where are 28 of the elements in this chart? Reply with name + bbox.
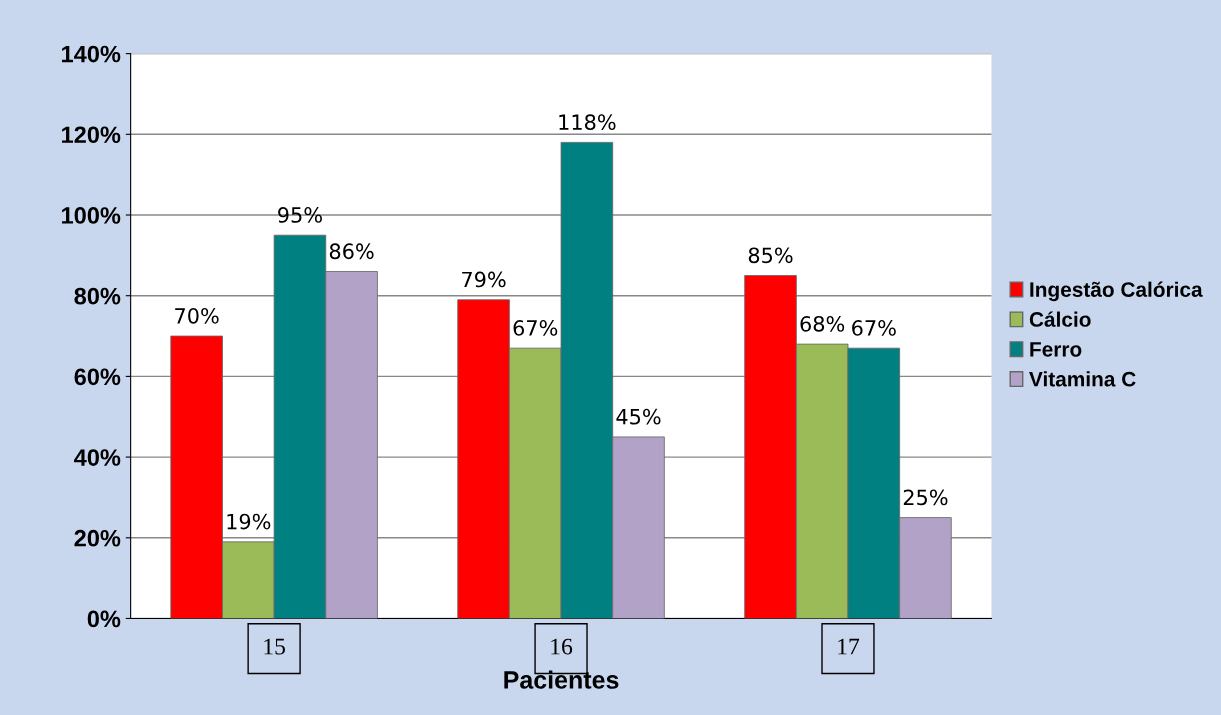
x-tick-label: 16 xyxy=(551,638,573,655)
legend-label: Ferro xyxy=(1030,342,1082,357)
y-tick-label: 80% xyxy=(74,287,121,305)
y-tick-label: 0% xyxy=(87,610,121,628)
data-label: 67% xyxy=(852,320,896,336)
x-tick-label: 17 xyxy=(838,638,860,655)
data-label: 19% xyxy=(227,513,271,530)
legend-label: Cálcio xyxy=(1029,311,1091,327)
y-tick-label: 100% xyxy=(62,207,121,224)
y-tick-label: 60% xyxy=(74,368,121,386)
x-axis-title: Pacientes xyxy=(504,670,619,689)
data-label: 85% xyxy=(748,247,793,264)
data-label: 118% xyxy=(559,114,616,131)
y-tick-label: 120% xyxy=(62,126,121,144)
y-tick-label: 20% xyxy=(74,529,121,547)
data-label: 45% xyxy=(616,408,661,425)
legend-label: Vitamina C xyxy=(1029,371,1136,387)
data-label: 70% xyxy=(175,307,219,324)
data-label: 86% xyxy=(329,243,374,260)
x-tick-label: 15 xyxy=(264,638,285,655)
y-tick-label: 140% xyxy=(62,45,121,63)
data-label: 68% xyxy=(800,315,845,332)
legend-label: Ingestão Calórica xyxy=(1030,281,1203,302)
y-tick-label: 40% xyxy=(74,449,121,466)
data-label: 25% xyxy=(903,489,948,506)
data-label: 67% xyxy=(513,320,558,336)
data-label: 79% xyxy=(462,271,506,288)
data-label: 95% xyxy=(278,207,322,223)
